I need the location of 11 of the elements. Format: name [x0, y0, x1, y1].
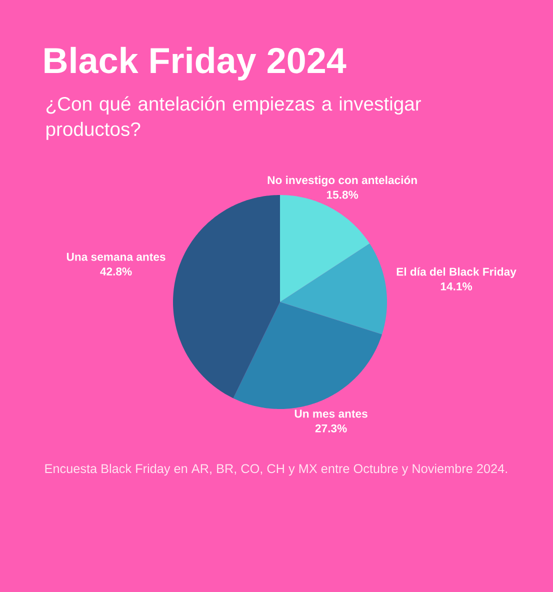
chart-title: Black Friday 2024: [44, 46, 346, 80]
data-label: 14.1%: [440, 282, 472, 290]
chart-subtitle: ¿Con qué antelación empiezas a investigar productos?: [46, 96, 422, 140]
slice-label: No investigo con antelación: [268, 176, 417, 186]
slice-label: Un mes antes: [294, 410, 368, 418]
data-label: 15.8%: [326, 190, 358, 199]
text: Encuesta Black Friday en AR, BR, CO, CH y MX entre Octubre y Noviembre 2024.: [45, 464, 507, 476]
data-label: 42.8%: [100, 267, 132, 276]
data-label: 27.3%: [315, 424, 347, 432]
slice-label: El día del Black Friday: [396, 267, 516, 278]
slice-label: Una semana antes: [66, 252, 166, 261]
